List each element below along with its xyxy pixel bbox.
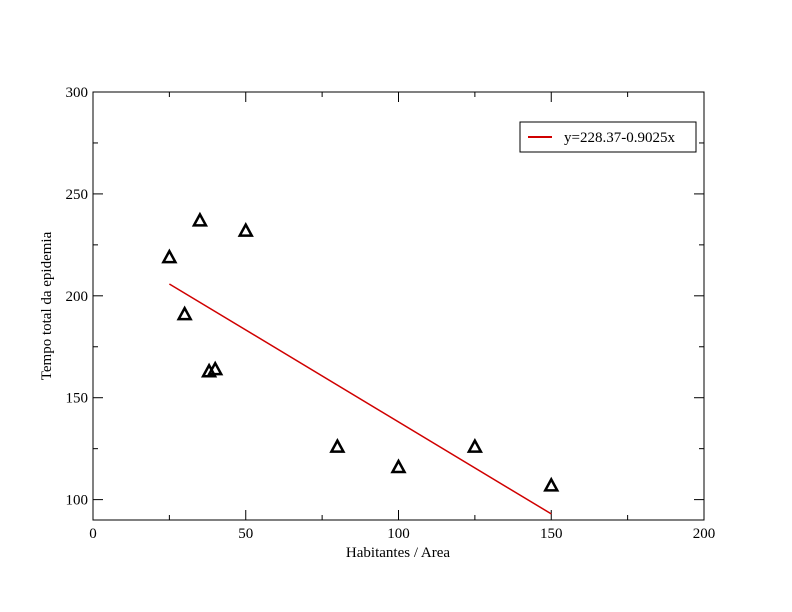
plot-data [161, 211, 560, 515]
x-tick-label: 150 [540, 526, 563, 542]
data-point-triangle [329, 438, 346, 453]
y-tick-label: 100 [66, 493, 89, 509]
legend: y=228.37-0.9025x [519, 121, 697, 153]
data-point-triangle [191, 211, 209, 227]
x-tick-label: 200 [693, 526, 716, 542]
legend-label: y=228.37-0.9025x [564, 130, 675, 146]
regression-line [168, 283, 552, 515]
data-point-triangle [390, 458, 407, 474]
x-tick-label: 0 [89, 526, 97, 542]
y-tick-label: 150 [66, 391, 89, 407]
y-axis-label: Tempo total da epidemia [39, 231, 55, 380]
y-tick-label: 300 [66, 85, 89, 101]
data-point-triangle [176, 305, 193, 321]
data-point-triangle [466, 438, 483, 453]
axes: 0 50 100 150 200 100 150 200 250 300 [66, 85, 716, 542]
y-tick-label: 200 [66, 289, 89, 305]
y-tick-label: 250 [66, 187, 89, 203]
x-tick-label: 100 [387, 526, 410, 542]
x-axis-label: Habitantes / Area [346, 545, 450, 561]
data-point-triangle [543, 476, 560, 492]
x-tick-label: 50 [238, 526, 253, 542]
data-point-triangle [207, 360, 224, 376]
data-point-triangle [161, 248, 178, 264]
data-point-triangle [237, 221, 254, 237]
